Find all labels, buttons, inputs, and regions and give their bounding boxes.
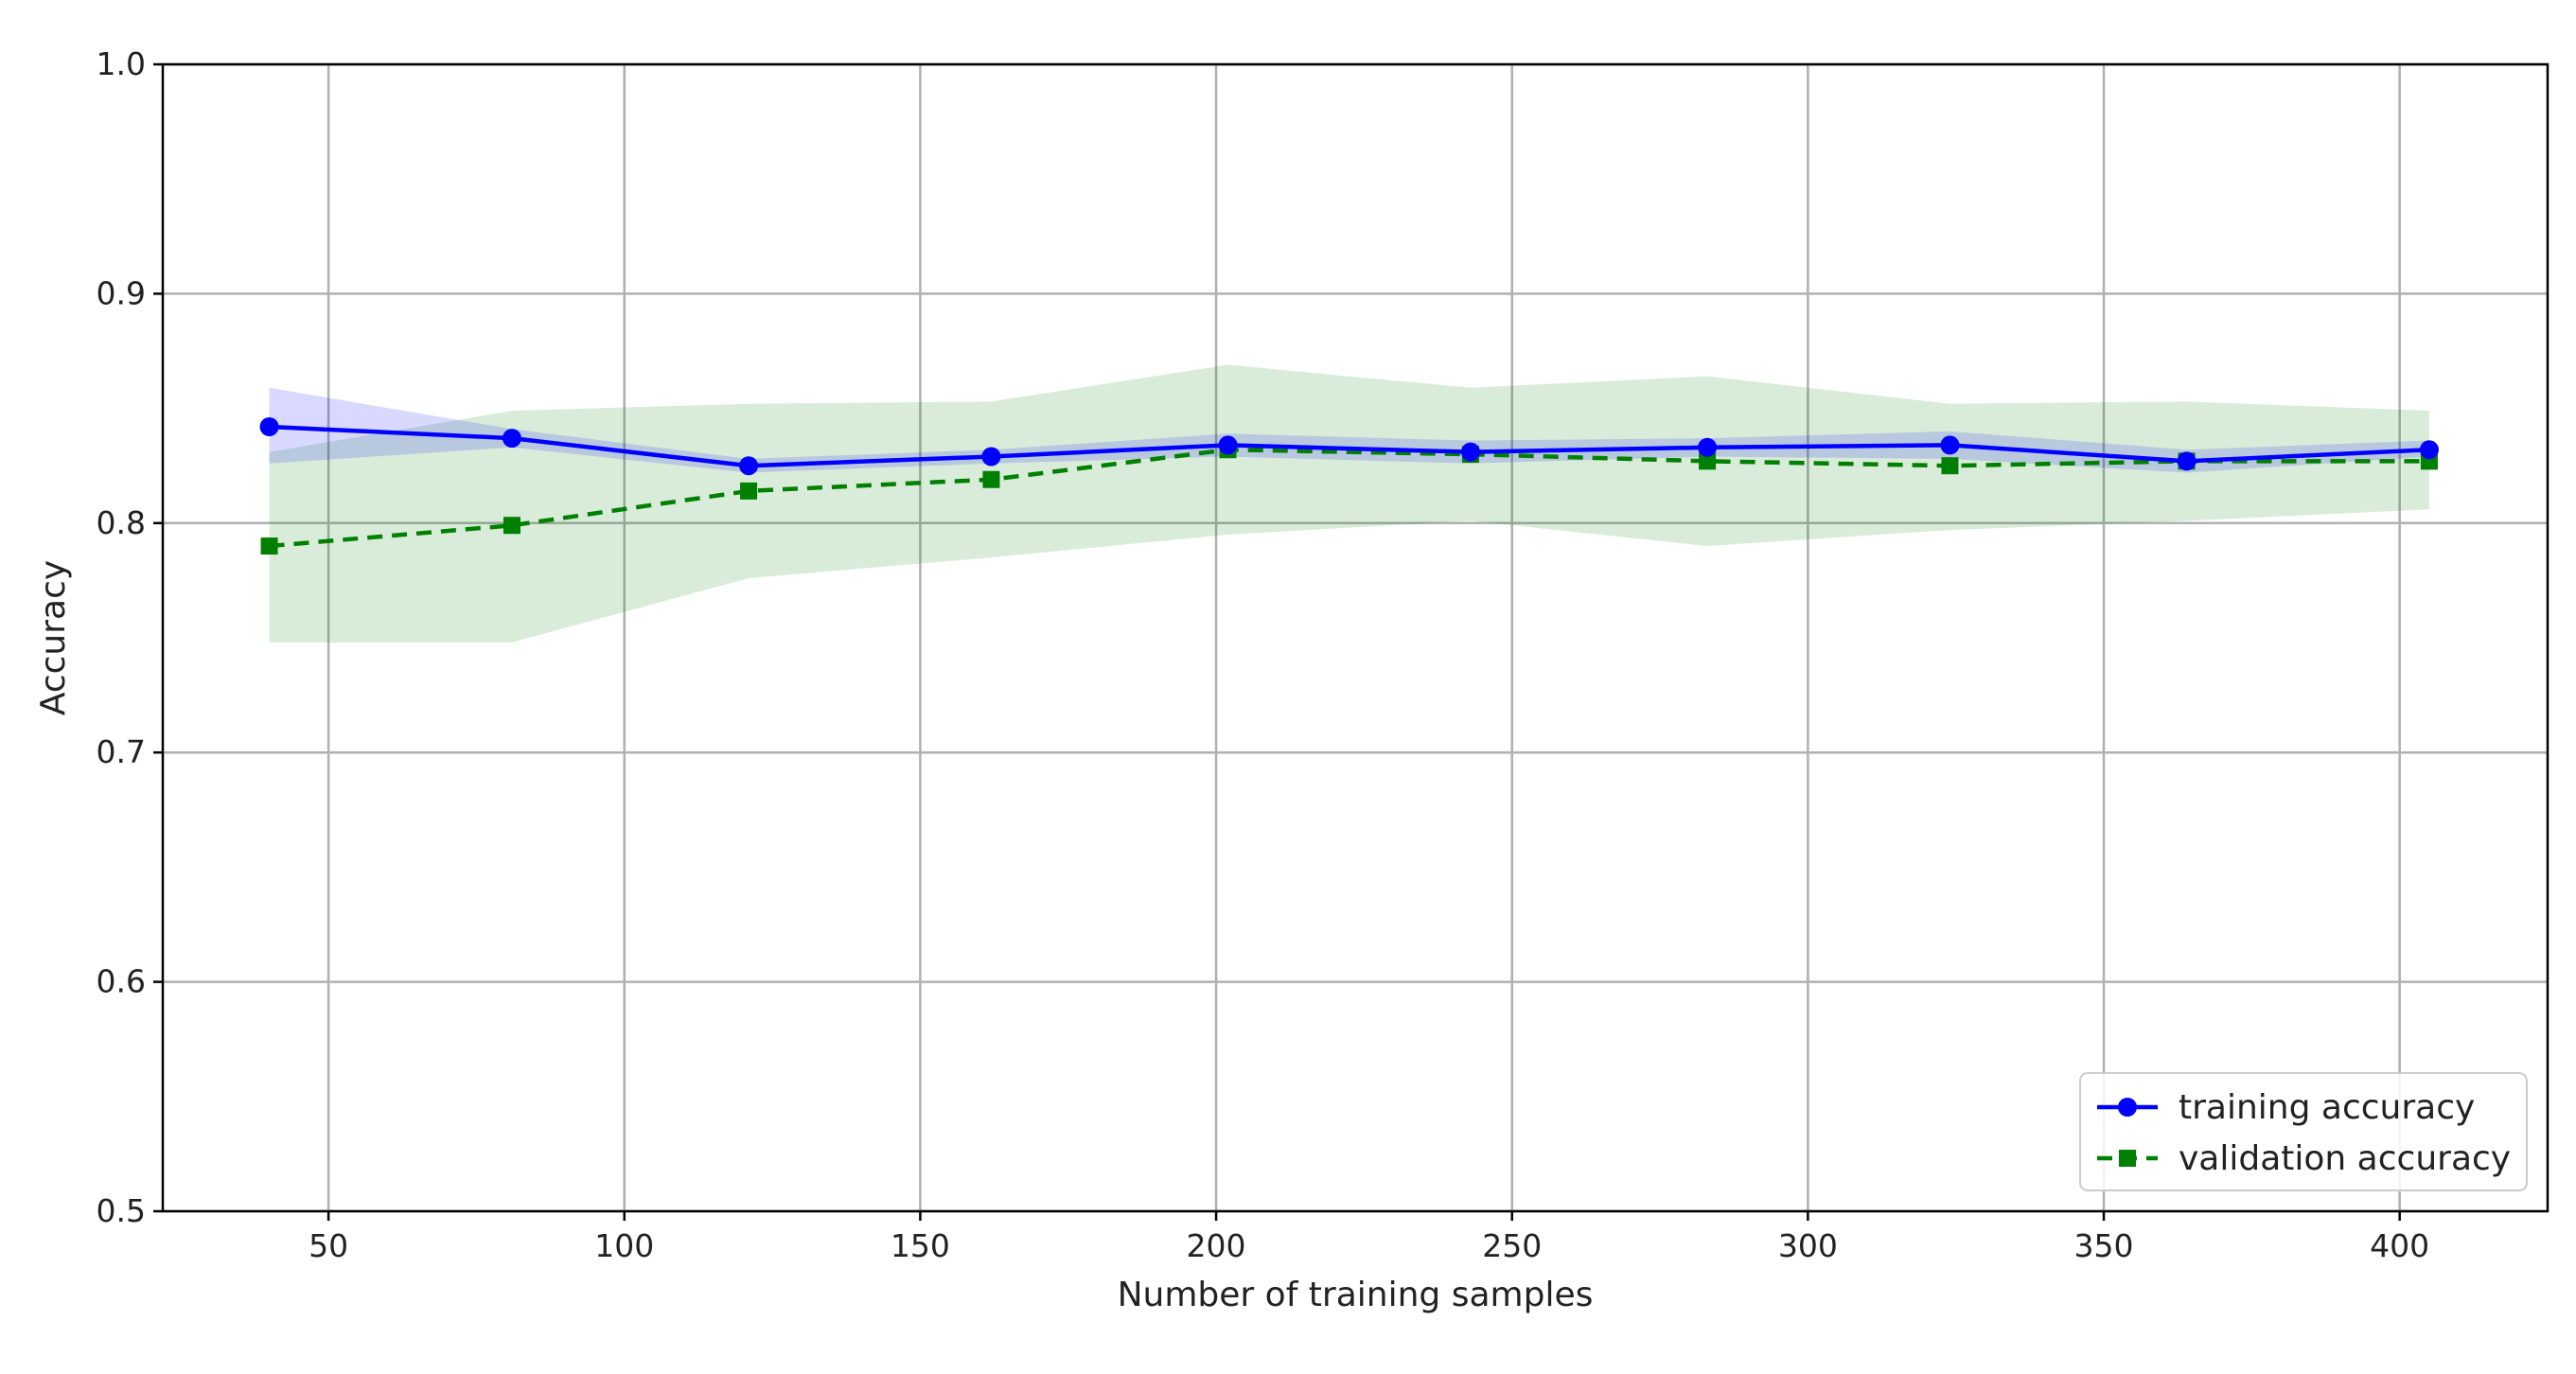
validation-accuracy-point [503,517,520,535]
training-accuracy-point [981,447,1001,467]
training-accuracy-point [2177,451,2197,471]
x-tick-label: 400 [2370,1227,2429,1264]
x-axis-label: Number of training samples [1118,1276,1594,1314]
validation-accuracy-point [1699,452,1717,470]
y-tick-label: 0.7 [97,733,146,770]
plot-frame [161,62,2550,1213]
training-accuracy-point [1940,435,1960,455]
validation-accuracy-point [260,537,278,555]
validation-accuracy-band [269,364,2429,643]
x-tick-label: 350 [2074,1227,2134,1264]
legend: training accuracy validation accuracy [2079,1072,2528,1191]
y-tick-label: 0.6 [97,963,146,1000]
y-tick-label: 1.0 [97,45,146,82]
x-tick-label: 300 [1778,1227,1838,1264]
x-tick-label: 150 [891,1227,950,1264]
validation-accuracy-point [982,470,1000,488]
training-accuracy-band [269,387,2429,473]
legend-validation-label: validation accuracy [2179,1139,2511,1178]
training-accuracy-point [1218,435,1238,455]
y-axis-label: Accuracy [34,560,73,715]
x-tick-label: 50 [309,1227,348,1264]
x-tick-label: 200 [1187,1227,1246,1264]
x-tick-label: 250 [1482,1227,1542,1264]
training-accuracy-line [269,424,2430,468]
training-accuracy-point [502,429,521,449]
training-accuracy-point [259,416,279,436]
confidence-bands [269,364,2429,643]
y-tick-label: 0.8 [97,504,146,541]
y-tick-label: 0.9 [97,274,146,311]
legend-validation-marker [2119,1150,2136,1167]
training-accuracy-point [2419,440,2439,460]
validation-accuracy-point [740,482,758,500]
training-accuracy-point [1698,437,1718,457]
training-accuracy-point [739,456,759,476]
validation-accuracy-point [1941,457,1959,475]
axis-ticks: 50 100 150 200 250 300 350 400 0.5 0.6 0.7 0.8 0.9 1.… [97,45,2430,1264]
legend-box [2079,1072,2528,1191]
validation-accuracy-line [269,447,2429,549]
legend-training-label: training accuracy [2179,1088,2475,1127]
legend-training-marker [2118,1098,2137,1117]
y-tick-label: 0.5 [97,1192,146,1229]
data-series [259,416,2439,555]
x-tick-label: 100 [594,1227,654,1264]
training-accuracy-point [1460,442,1480,462]
